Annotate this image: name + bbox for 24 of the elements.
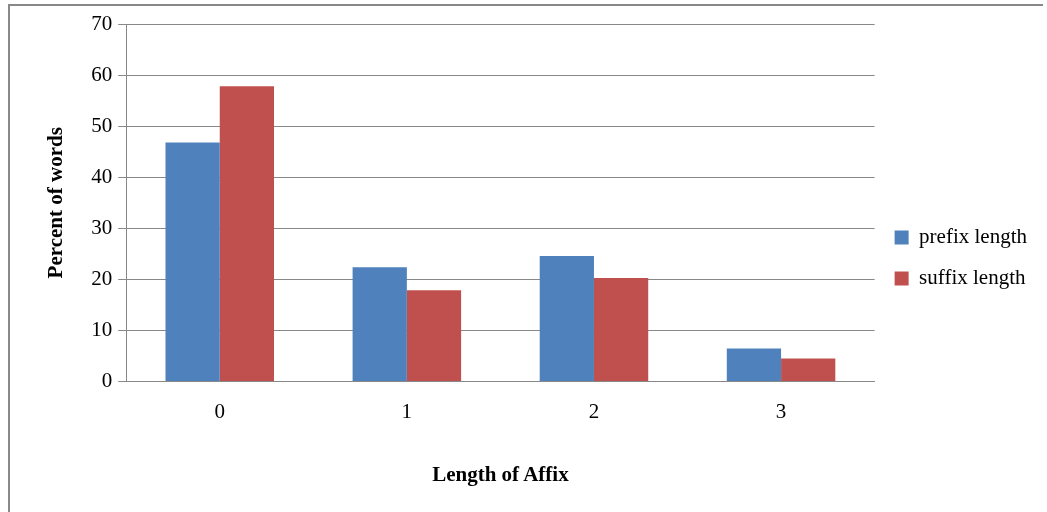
y-tick-label: 50 xyxy=(91,112,113,137)
bar xyxy=(593,277,649,382)
bar xyxy=(726,348,782,382)
legend-label: suffix length xyxy=(919,265,1026,290)
y-tick-label: 60 xyxy=(91,61,113,86)
bar xyxy=(165,142,220,382)
y-tick-label: 0 xyxy=(101,368,113,393)
legend-label: prefix length xyxy=(919,224,1028,249)
y-tick-label: 30 xyxy=(91,214,113,239)
y-tick-label: 20 xyxy=(91,265,113,290)
y-axis-title: Percent of words xyxy=(43,127,68,279)
x-tick-label: 3 xyxy=(775,398,787,423)
y-tick-label: 70 xyxy=(91,10,113,35)
bar xyxy=(406,290,462,382)
bar xyxy=(539,255,594,382)
bar xyxy=(781,358,836,382)
bar xyxy=(352,267,407,382)
x-tick-label: 1 xyxy=(401,398,413,423)
x-tick-label: 2 xyxy=(588,398,600,423)
y-tick-label: 40 xyxy=(91,163,113,188)
x-tick-label: 0 xyxy=(214,398,225,423)
y-tick-label: 10 xyxy=(91,317,113,342)
x-axis-title: Length of Affix xyxy=(432,461,570,486)
bar xyxy=(219,86,275,382)
